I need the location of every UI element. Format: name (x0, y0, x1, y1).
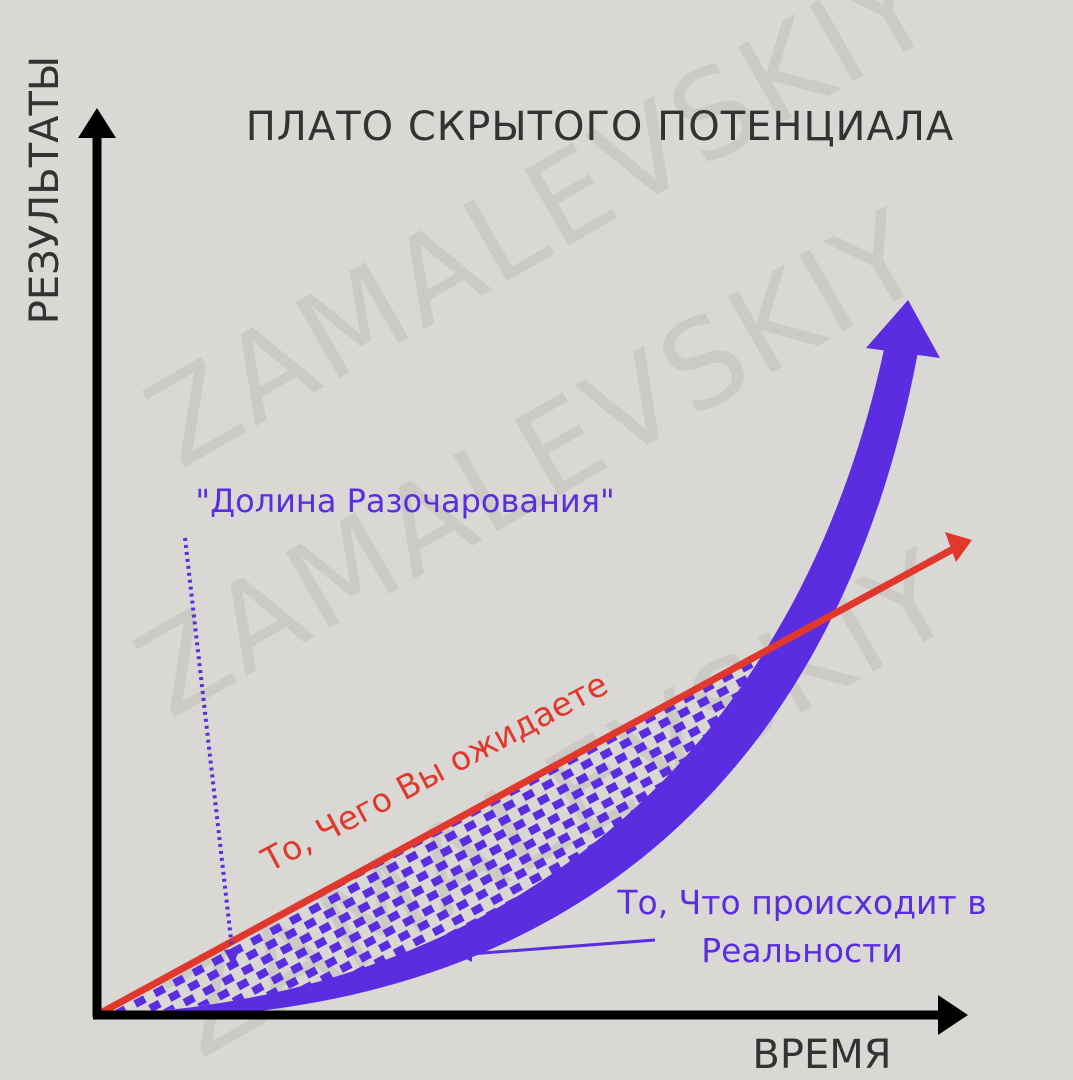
reality-label: То, Что происходит в (616, 883, 986, 922)
x-axis-arrowhead (938, 995, 968, 1035)
reality-curve (97, 345, 918, 1019)
reality-pointer (469, 938, 656, 956)
expectation-line (95, 544, 957, 1019)
title: ПЛАТО СКРЫТОГО ПОТЕНЦИАЛА (246, 104, 955, 150)
y-axis-label: РЕЗУЛЬТАТЫ (22, 56, 68, 324)
reality-arrowhead (866, 300, 940, 358)
x-axis-label: ВРЕМЯ (752, 1032, 891, 1078)
reality-label: Реальности (701, 931, 903, 970)
valley-label: "Долина Разочарования" (195, 482, 614, 520)
expectation-arrowhead (945, 532, 972, 562)
valley-pointer (183, 537, 234, 949)
y-axis-arrowhead (78, 108, 116, 138)
reality-pointer-head (458, 946, 472, 962)
valley-pointer-head (224, 948, 240, 966)
